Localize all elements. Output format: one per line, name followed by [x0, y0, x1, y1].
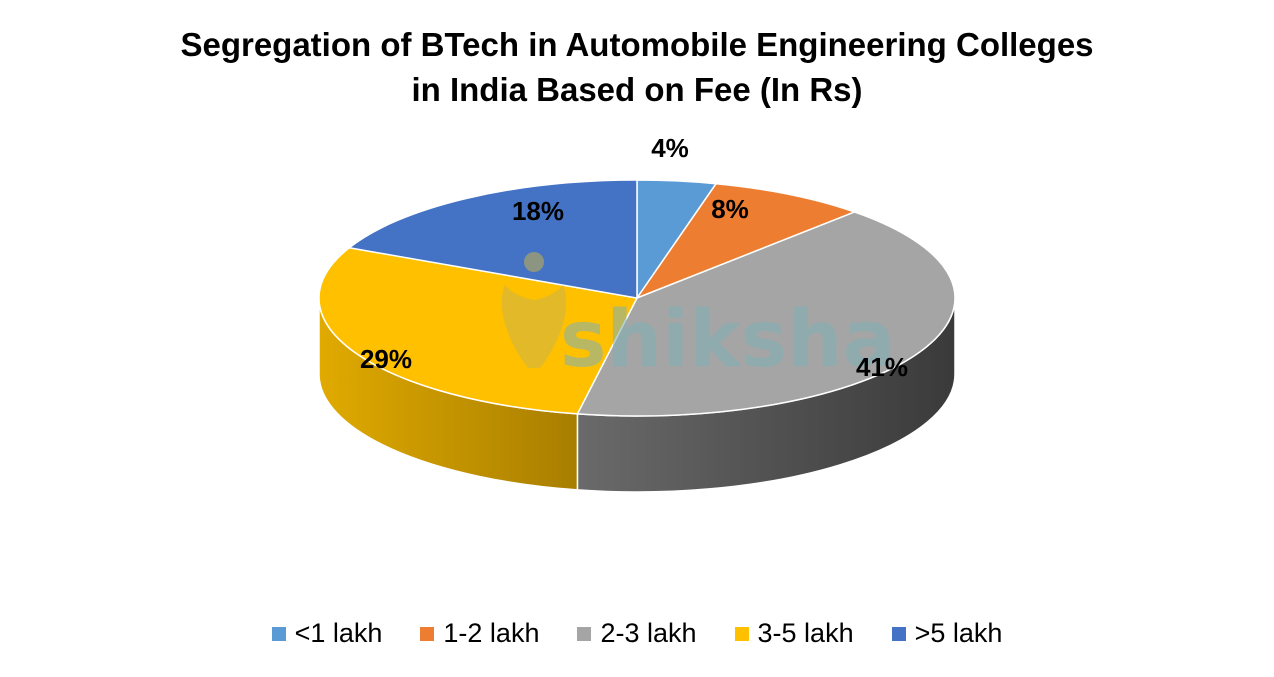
legend-label: 2-3 lakh [600, 618, 697, 648]
data-label-gt-5-lakh: 18% [512, 196, 564, 226]
legend-swatch [734, 626, 749, 641]
pie-slices [318, 179, 956, 417]
shiksha-watermark: shiksha [501, 252, 895, 385]
watermark-text: shiksha [560, 295, 895, 385]
legend-item-2-3-lakh: 2-3 lakh [577, 618, 697, 649]
pie-slice-2-3-lakh [576, 211, 956, 417]
shiksha-logo-icon [501, 285, 567, 368]
data-label-3-5-lakh: 29% [360, 344, 412, 374]
legend-swatch [420, 626, 435, 641]
legend-item-gt-5-lakh: >5 lakh [891, 618, 1003, 649]
data-label-1-2-lakh: 8% [711, 194, 749, 224]
legend-label: 1-2 lakh [443, 618, 540, 648]
legend-swatch [891, 626, 906, 641]
pie-slice-gt-5-lakh [347, 179, 638, 299]
data-label-2-3-lakh: 41% [856, 352, 908, 382]
legend-label: <1 lakh [294, 618, 383, 648]
legend-item-1-2-lakh: 1-2 lakh [420, 618, 539, 649]
data-label-lt-1-lakh: 4% [651, 133, 689, 163]
chart-title-line-1: Segregation of BTech in Automobile Engin… [180, 26, 1094, 63]
legend-label: >5 lakh [914, 618, 1003, 648]
legend-swatch [577, 626, 592, 641]
legend-label: 3-5 lakh [757, 618, 854, 648]
data-labels: 4% 8% 41% 29% 18% [360, 133, 908, 382]
chart-title-line-2: in India Based on Fee (In Rs) [411, 71, 863, 108]
legend-item-3-5-lakh: 3-5 lakh [734, 618, 854, 649]
legend-swatch [271, 626, 286, 641]
legend-item-lt-1-lakh: <1 lakh [271, 618, 383, 649]
pie-slice-1-2-lakh [634, 182, 857, 300]
shiksha-logo-dot-icon [524, 252, 544, 272]
pie-slice-3-5-lakh [318, 246, 639, 415]
legend: <1 lakh 1-2 lakh 2-3 lakh 3-5 lakh >5 la… [0, 618, 1274, 649]
chart-title: Segregation of BTech in Automobile Engin… [0, 22, 1274, 112]
